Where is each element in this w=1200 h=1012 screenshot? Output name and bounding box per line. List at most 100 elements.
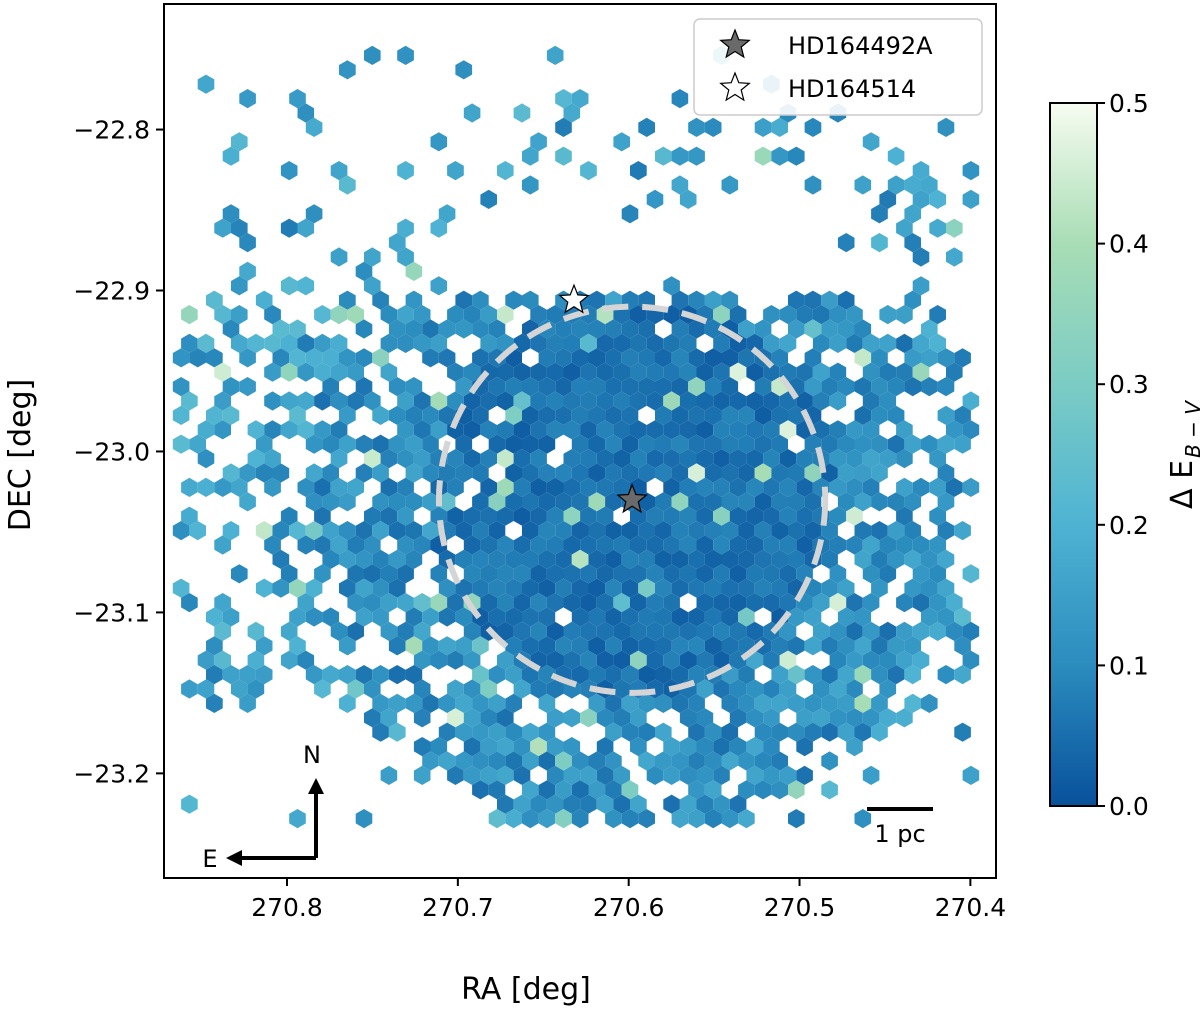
hex-cell — [871, 521, 888, 541]
hex-cell — [696, 593, 714, 613]
hex-cell — [771, 348, 788, 368]
hex-cell — [314, 333, 331, 353]
hex-cell — [829, 506, 847, 526]
hex-cell — [447, 765, 464, 785]
hex-cell — [330, 333, 348, 353]
hex-cell — [472, 751, 489, 771]
hex-cell — [754, 549, 772, 569]
hex-cell — [630, 794, 647, 814]
hex-cell — [472, 665, 489, 685]
hex-cell — [779, 765, 797, 785]
hex-cell — [405, 636, 423, 656]
hex-cell — [505, 578, 522, 598]
hex-cell — [463, 564, 481, 584]
hex-cell — [447, 161, 464, 181]
hex-cell — [580, 506, 597, 526]
hex-cell — [954, 521, 971, 541]
hex-cell — [513, 477, 531, 497]
hex-cell — [181, 794, 198, 814]
hex-cell — [413, 650, 431, 670]
hex-cell — [746, 535, 764, 555]
hex-cell — [222, 204, 240, 224]
hex-cell — [804, 492, 822, 512]
hex-cell — [655, 722, 672, 742]
hex-cell — [289, 89, 306, 109]
hex-cell — [929, 449, 946, 469]
hex-cell — [812, 391, 830, 411]
hex-cell — [513, 420, 531, 440]
east-arrow-icon — [226, 850, 242, 866]
hex-cell — [388, 693, 406, 713]
legend-label-hd164492a: HD164492A — [788, 32, 933, 60]
hex-cell — [571, 405, 589, 425]
hex-cell — [397, 449, 414, 469]
hex-cell — [364, 449, 381, 469]
hex-cell — [688, 665, 705, 685]
hex-cell — [688, 607, 705, 627]
hex-cell — [538, 377, 556, 397]
hex-cell — [721, 348, 739, 368]
hex-cell — [613, 794, 630, 814]
hex-cell — [422, 693, 439, 713]
hex-cell — [605, 636, 622, 656]
hex-cell — [280, 276, 298, 296]
hex-cell — [388, 521, 406, 541]
hex-cell — [289, 809, 306, 829]
hex-cell — [646, 506, 664, 526]
hex-cell — [197, 74, 215, 94]
hex-cell — [339, 492, 356, 512]
hex-cell — [854, 348, 872, 368]
hex-cell — [405, 607, 423, 627]
hex-cell — [280, 333, 298, 353]
hex-cell — [364, 535, 381, 555]
hex-cell — [305, 607, 323, 627]
hex-cell — [721, 492, 739, 512]
cluster-circle — [435, 303, 829, 696]
hex-cell — [829, 305, 847, 325]
hex-cell — [821, 290, 838, 310]
hex-cell — [522, 578, 539, 598]
hex-cell — [364, 276, 381, 296]
hex-cell — [663, 564, 680, 584]
hex-cell — [754, 405, 772, 425]
hex-cell — [896, 420, 913, 440]
hex-cell — [704, 463, 722, 483]
hex-cell — [879, 564, 897, 584]
hex-cell — [405, 319, 423, 339]
hex-cell — [896, 650, 913, 670]
hex-cell — [812, 362, 830, 382]
hex-cell — [380, 305, 398, 325]
hex-cell — [505, 751, 522, 771]
hex-cell — [530, 794, 547, 814]
hex-cell — [854, 405, 872, 425]
hex-cell — [438, 319, 456, 339]
hex-cell — [771, 780, 788, 800]
hex-cell — [696, 564, 714, 584]
hex-cell — [280, 650, 298, 670]
hex-cell — [713, 650, 730, 670]
hex-cell — [314, 506, 331, 526]
hex-cell — [530, 535, 547, 555]
hex-cell — [380, 333, 398, 353]
hex-cell — [522, 463, 539, 483]
hex-cell — [497, 564, 514, 584]
hex-cell — [837, 693, 855, 713]
hex-cell — [596, 650, 614, 670]
hex-cell — [488, 521, 506, 541]
hex-cell — [538, 463, 556, 483]
hex-cell — [513, 506, 531, 526]
hex-cell — [713, 737, 730, 757]
hex-cell — [846, 420, 863, 440]
hex-cell — [696, 794, 714, 814]
hex-cell — [322, 607, 339, 627]
hex-cell — [655, 463, 672, 483]
hex-cell — [663, 794, 680, 814]
hex-cell — [721, 290, 739, 310]
hex-cell — [812, 420, 830, 440]
hex-cell — [538, 722, 556, 742]
hex-cell — [621, 377, 639, 397]
hex-cell — [688, 693, 705, 713]
hex-cell — [480, 420, 497, 440]
hex-cell — [829, 535, 847, 555]
hex-cell — [530, 420, 547, 440]
